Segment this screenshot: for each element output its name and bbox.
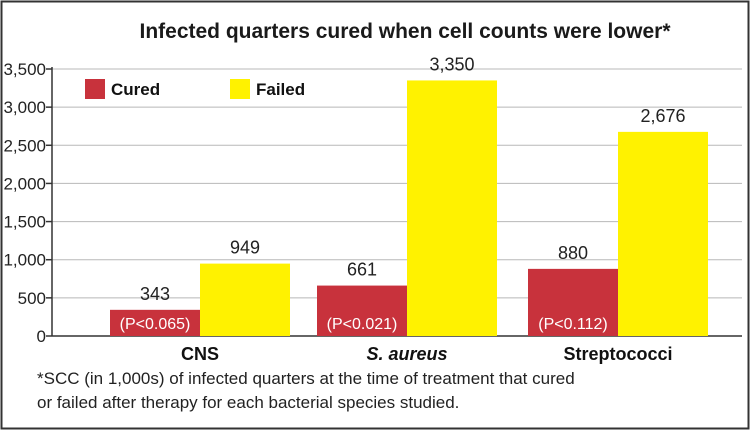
legend-swatch-cured <box>85 79 105 99</box>
legend-label-failed: Failed <box>256 80 305 99</box>
p-value-label: (P<0.021) <box>327 316 398 333</box>
value-labels: 343 949 (P<0.065) 661 3,350 (P<0.021) 880 2,676… <box>120 54 686 333</box>
category-labels: CNS S. aureus Streptococci <box>181 344 673 364</box>
bar-failed-2 <box>407 80 497 336</box>
data-label-failed: 949 <box>230 238 260 258</box>
bar-cured-2 <box>317 285 407 336</box>
footnote: *SCC (in 1,000s) of infected quarters at… <box>37 369 575 412</box>
y-tick-label: 0 <box>37 327 46 346</box>
legend-swatch-failed <box>230 79 250 99</box>
data-label-failed: 3,350 <box>429 54 474 74</box>
chart-title: Infected quarters cured when cell counts… <box>140 20 672 43</box>
p-value-label: (P<0.112) <box>538 316 608 333</box>
y-tick-label: 1,500 <box>3 213 46 232</box>
y-tick-label: 500 <box>18 289 46 308</box>
legend-label-cured: Cured <box>111 80 160 99</box>
data-label-cured: 880 <box>558 243 588 263</box>
x-category-label: S. aureus <box>366 344 447 364</box>
y-tick-label: 2,000 <box>3 174 46 193</box>
bars <box>110 80 708 336</box>
x-category-label: CNS <box>181 344 219 364</box>
y-tick-label: 1,000 <box>3 251 46 270</box>
y-tick-labels: 0 500 1,000 1,500 2,000 2,500 3,000 3,500 <box>3 60 46 346</box>
x-category-label: Streptococci <box>563 344 672 364</box>
y-tick-label: 3,000 <box>3 98 46 117</box>
footnote-line-2: or failed after therapy for each bacteri… <box>37 393 459 412</box>
bar-failed-3 <box>618 131 708 336</box>
bar-cured-3 <box>528 268 618 336</box>
data-label-cured: 343 <box>140 284 170 304</box>
p-value-label: (P<0.065) <box>120 316 191 333</box>
legend: Cured Failed <box>85 79 305 99</box>
data-label-cured: 661 <box>347 260 377 280</box>
y-tick-label: 3,500 <box>3 60 46 79</box>
bar-failed-1 <box>200 263 290 336</box>
y-tick-label: 2,500 <box>3 136 46 155</box>
data-label-failed: 2,676 <box>640 106 685 126</box>
footnote-line-1: *SCC (in 1,000s) of infected quarters at… <box>37 369 575 388</box>
bar-cured-1 <box>110 309 200 336</box>
